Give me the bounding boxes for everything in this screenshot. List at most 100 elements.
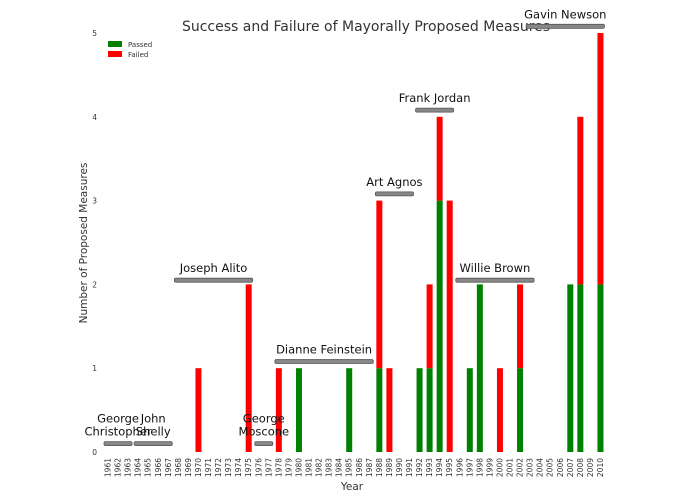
- mayor-term-bar: [374, 191, 414, 197]
- x-tick-label: 2006: [556, 458, 565, 477]
- x-tick-label: 1967: [164, 458, 173, 477]
- mayor-label: Gavin Newson: [524, 7, 606, 21]
- x-tick-label: 2007: [566, 458, 575, 477]
- x-tick-label: 1970: [194, 458, 203, 477]
- bar-passed-1992: [416, 368, 423, 452]
- x-tick-label: 2008: [576, 458, 585, 477]
- y-tick-label: 3: [92, 197, 97, 206]
- bars-group: [195, 33, 604, 452]
- x-tick-label: 1985: [345, 458, 354, 477]
- mayor-label: Frank Jordan: [399, 91, 471, 105]
- x-tick-label: 1990: [395, 458, 404, 477]
- x-tick-label: 2001: [506, 458, 515, 477]
- x-tick-label: 1966: [154, 458, 163, 477]
- bar-passed-2002: [517, 368, 524, 452]
- bar-failed-2000: [496, 368, 503, 452]
- x-tick-label: 1977: [264, 458, 273, 477]
- legend-swatch-passed: [108, 41, 122, 47]
- x-tick-label: 1984: [335, 458, 344, 477]
- mayor-term-bar: [525, 23, 605, 29]
- x-tick-label: 2005: [546, 458, 555, 477]
- x-tick-label: 1988: [375, 458, 384, 477]
- legend: Passed Failed: [108, 41, 152, 59]
- x-axis-label: Year: [340, 481, 364, 493]
- x-tick-label: 1976: [254, 458, 263, 477]
- bar-failed-2010: [597, 33, 604, 285]
- bar-passed-1993: [426, 368, 433, 452]
- bar-failed-1989: [386, 368, 393, 452]
- x-tick-label: 1963: [124, 458, 133, 477]
- y-ticks-group: 0 1 2 3 4 5: [92, 29, 97, 457]
- mayor-label: George Christopher: [84, 412, 151, 439]
- x-tick-label: 1989: [385, 458, 394, 477]
- x-tick-label: 2010: [596, 458, 605, 477]
- bar-passed-1988: [376, 368, 383, 452]
- x-tick-label: 1962: [114, 458, 123, 477]
- mayor-term-bar: [274, 359, 374, 364]
- mayor-label: George Moscone: [238, 412, 289, 439]
- y-tick-label: 1: [92, 364, 97, 373]
- x-tick-label: 2009: [586, 458, 595, 477]
- legend-label-passed: Passed: [128, 41, 152, 49]
- y-tick-label: 4: [92, 113, 97, 122]
- y-axis-label: Number of Proposed Measures: [78, 163, 90, 324]
- mayor-term-bar: [133, 441, 173, 447]
- x-tick-label: 1986: [355, 458, 364, 477]
- bar-passed-1998: [476, 284, 483, 452]
- x-tick-label: 2004: [536, 458, 545, 477]
- mayor-term-bar: [173, 277, 254, 283]
- bar-passed-1980: [295, 368, 302, 452]
- bar-failed-2002: [517, 284, 524, 369]
- x-tick-label: 1981: [305, 458, 314, 477]
- mayor-term-bar: [103, 441, 133, 447]
- x-tick-label: 1992: [415, 458, 424, 477]
- mayor-term-bar: [415, 107, 455, 113]
- bar-failed-1993: [426, 284, 433, 369]
- mayor-label: John Shelly: [136, 412, 171, 439]
- bar-passed-2007: [567, 284, 574, 452]
- x-tick-label: 1996: [455, 458, 464, 477]
- x-tick-label: 1997: [465, 458, 474, 477]
- x-tick-label: 1993: [425, 458, 434, 477]
- x-tick-label: 2000: [495, 458, 504, 477]
- bar-failed-1995: [446, 200, 453, 452]
- x-tick-label: 1995: [445, 458, 454, 477]
- x-tick-label: 1994: [435, 458, 444, 477]
- x-tick-label: 1965: [144, 458, 153, 477]
- bar-failed-1975: [245, 284, 252, 452]
- x-tick-label: 1991: [405, 458, 414, 477]
- x-tick-label: 1972: [214, 458, 223, 477]
- x-tick-label: 1971: [204, 458, 213, 477]
- bar-passed-1997: [466, 368, 473, 452]
- x-tick-label: 1982: [315, 458, 324, 477]
- x-tick-label: 1999: [485, 458, 494, 477]
- x-tick-label: 1978: [274, 458, 283, 477]
- mayor-label: Dianne Feinstein: [276, 342, 372, 356]
- x-tick-label: 2002: [516, 458, 525, 477]
- bar-passed-1985: [346, 368, 353, 452]
- y-tick-label: 2: [92, 280, 97, 289]
- x-ticks-group: 1961 1962 1963 1964 1965 1966 1967 1968 1969 1970…: [104, 458, 605, 477]
- legend-swatch-failed: [108, 51, 122, 57]
- mayor-label: Willie Brown: [460, 261, 531, 275]
- x-tick-label: 1975: [244, 458, 253, 477]
- bar-failed-1994: [436, 116, 443, 201]
- chart-title: Success and Failure of Mayorally Propose…: [182, 19, 550, 35]
- x-tick-label: 1973: [224, 458, 233, 477]
- mayor-term-bar: [254, 441, 274, 447]
- x-tick-label: 1987: [365, 458, 374, 477]
- x-tick-label: 1969: [184, 458, 193, 477]
- x-tick-label: 1974: [234, 458, 243, 477]
- y-tick-label: 0: [92, 448, 97, 457]
- mayor-label: Joseph Alito: [179, 261, 248, 275]
- bar-passed-1994: [436, 200, 443, 452]
- x-tick-label: 1964: [134, 458, 143, 477]
- x-tick-label: 1980: [294, 458, 303, 477]
- bar-failed-1978: [275, 368, 282, 452]
- x-tick-label: 1998: [475, 458, 484, 477]
- mayor-term-bar: [455, 277, 535, 283]
- mayor-label: Art Agnos: [366, 175, 422, 189]
- bar-failed-1970: [195, 368, 202, 452]
